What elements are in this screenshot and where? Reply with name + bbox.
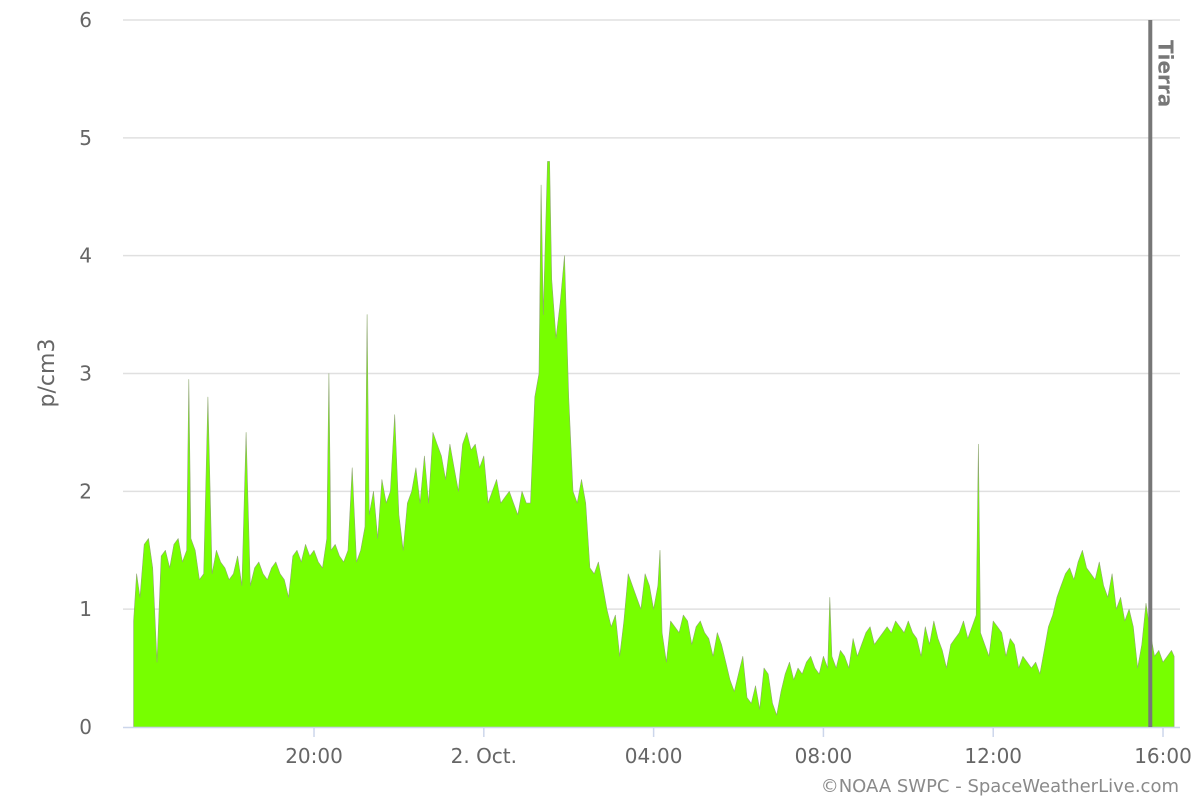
gridlines [123, 19, 1180, 610]
x-tick-label: 16:00 [1134, 744, 1192, 768]
y-axis: 0 1 2 3 4 5 6 [79, 8, 92, 739]
marker-label: Tierra [1153, 40, 1177, 107]
earth-marker: Tierra [1148, 20, 1177, 727]
y-axis-title: p/cm3 [35, 339, 60, 408]
x-tick-label: 08:00 [795, 744, 853, 768]
y-tick-label: 2 [79, 479, 92, 503]
x-tick-label: 12:00 [964, 744, 1022, 768]
x-axis: 20:00 2. Oct. 04:00 08:00 12:00 16:00 [123, 726, 1192, 768]
y-tick-label: 4 [79, 244, 92, 268]
y-tick-label: 1 [79, 597, 92, 621]
y-tick-label: 3 [79, 362, 92, 386]
x-tick-label: 04:00 [625, 744, 683, 768]
x-tick-label: 20:00 [285, 744, 343, 768]
plot-area [133, 161, 1175, 728]
y-tick-label: 0 [79, 715, 92, 739]
y-tick-label: 5 [79, 126, 92, 150]
x-tick-label: 2. Oct. [451, 744, 517, 768]
y-tick-label: 6 [79, 8, 92, 32]
credits-label[interactable]: ©NOAA SWPC - SpaceWeatherLive.com [821, 776, 1179, 797]
area-series-0 [133, 161, 1175, 728]
